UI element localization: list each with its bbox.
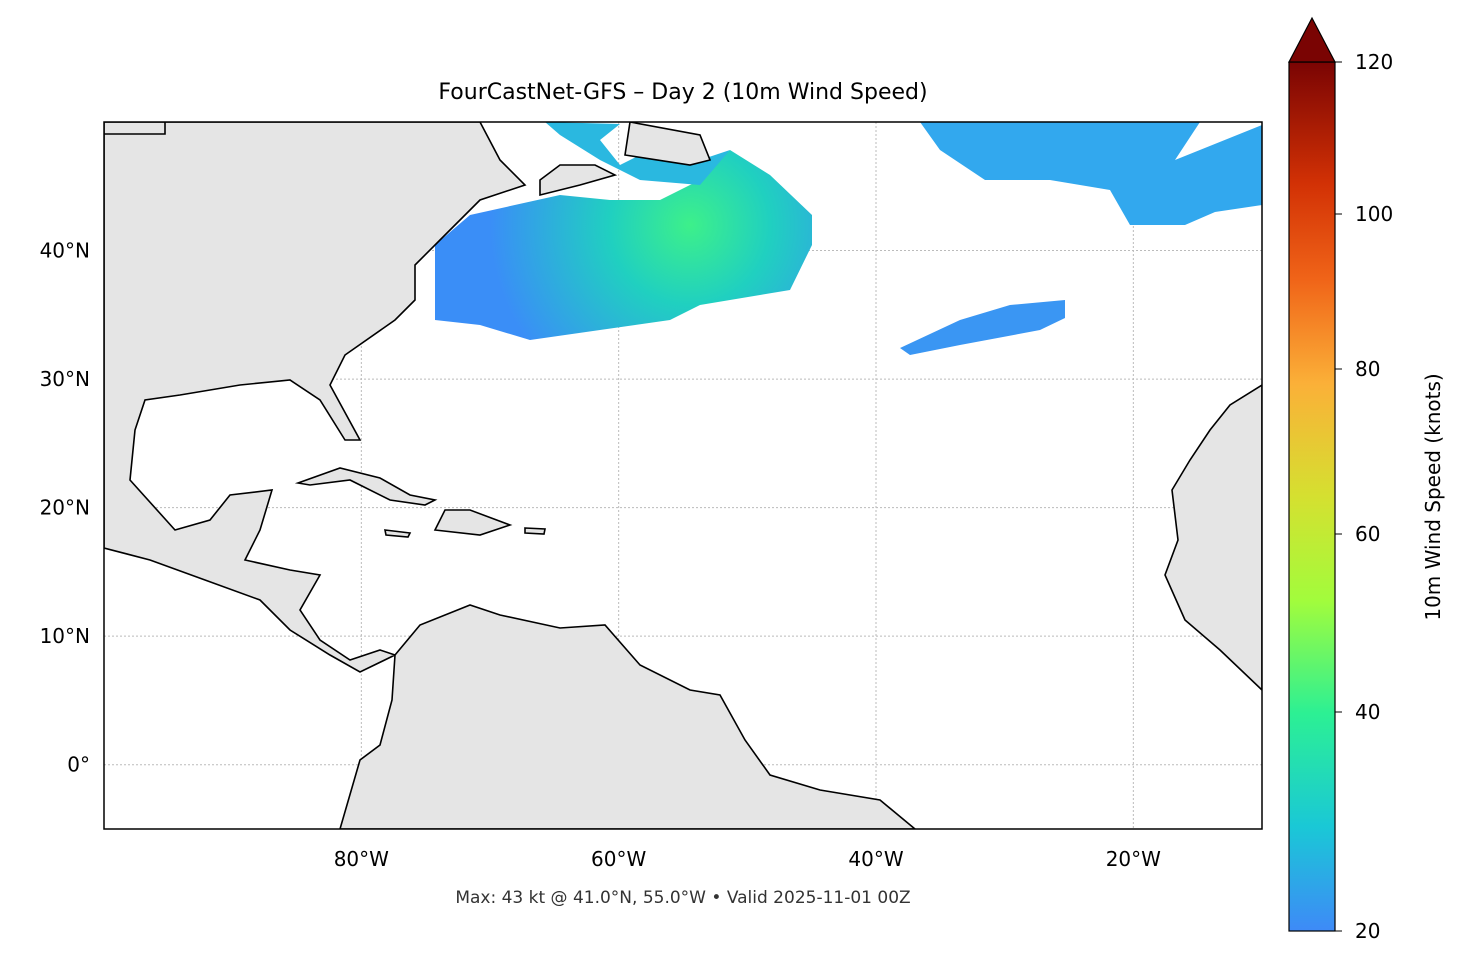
lon-tick-label: 20°W <box>1106 847 1161 871</box>
colorbar: 20 40 60 80 100 120 10m Wind Speed (knots) <box>1288 16 1445 943</box>
colorbar-tick-label: 100 <box>1355 202 1393 226</box>
jamaica <box>383 529 412 538</box>
colorbar-tick-label: 40 <box>1355 700 1380 724</box>
lon-tick-label: 80°W <box>334 847 389 871</box>
lat-tick-label: 0° <box>67 753 90 777</box>
colorbar-tick-label: 60 <box>1355 522 1380 546</box>
newfoundland <box>624 122 712 166</box>
lat-tick-label: 10°N <box>40 624 90 648</box>
lon-tick-label: 40°W <box>848 847 903 871</box>
colorbar-tick-label: 80 <box>1355 357 1380 381</box>
north-america <box>104 122 527 673</box>
wind-region-gulf-st-lawrence <box>545 122 730 185</box>
map-title: FourCastNet-GFS – Day 2 (10m Wind Speed) <box>438 80 927 105</box>
colorbar-tick-label: 20 <box>1355 919 1380 943</box>
lat-tick-label: 30°N <box>40 367 90 391</box>
cuba <box>294 467 438 506</box>
map-frame <box>103 121 1263 830</box>
wind-region-northwest-atlantic <box>435 150 812 340</box>
nova-scotia <box>539 164 618 197</box>
lon-tick-label: 60°W <box>591 847 646 871</box>
greenland-edge <box>104 122 166 135</box>
lat-tick-label: 20°N <box>40 496 90 520</box>
africa <box>1164 384 1262 692</box>
map-axes: 80°W 60°W 40°W 20°W 40°N 30°N 20°N 10°N 0° <box>40 239 1162 871</box>
land <box>104 122 1262 829</box>
south-america <box>339 604 917 829</box>
hispaniola <box>433 509 513 536</box>
wind-region-central-atlantic <box>900 300 1065 355</box>
lat-tick-label: 40°N <box>40 239 90 263</box>
map-area <box>104 122 1262 829</box>
colorbar-label: 10m Wind Speed (knots) <box>1421 373 1445 620</box>
footer-text: Max: 43 kt @ 41.0°N, 55.0°W • Valid 2025… <box>455 888 910 908</box>
puerto-rico <box>524 527 546 535</box>
colorbar-gradient <box>1288 61 1336 932</box>
wind-speed-field <box>383 122 1262 355</box>
colorbar-extend-arrow <box>1288 16 1336 63</box>
wind-region-northeast-atlantic <box>920 122 1262 225</box>
colorbar-tick-label: 120 <box>1355 50 1393 74</box>
colorbar-ticks: 20 40 60 80 100 120 <box>1335 50 1393 943</box>
